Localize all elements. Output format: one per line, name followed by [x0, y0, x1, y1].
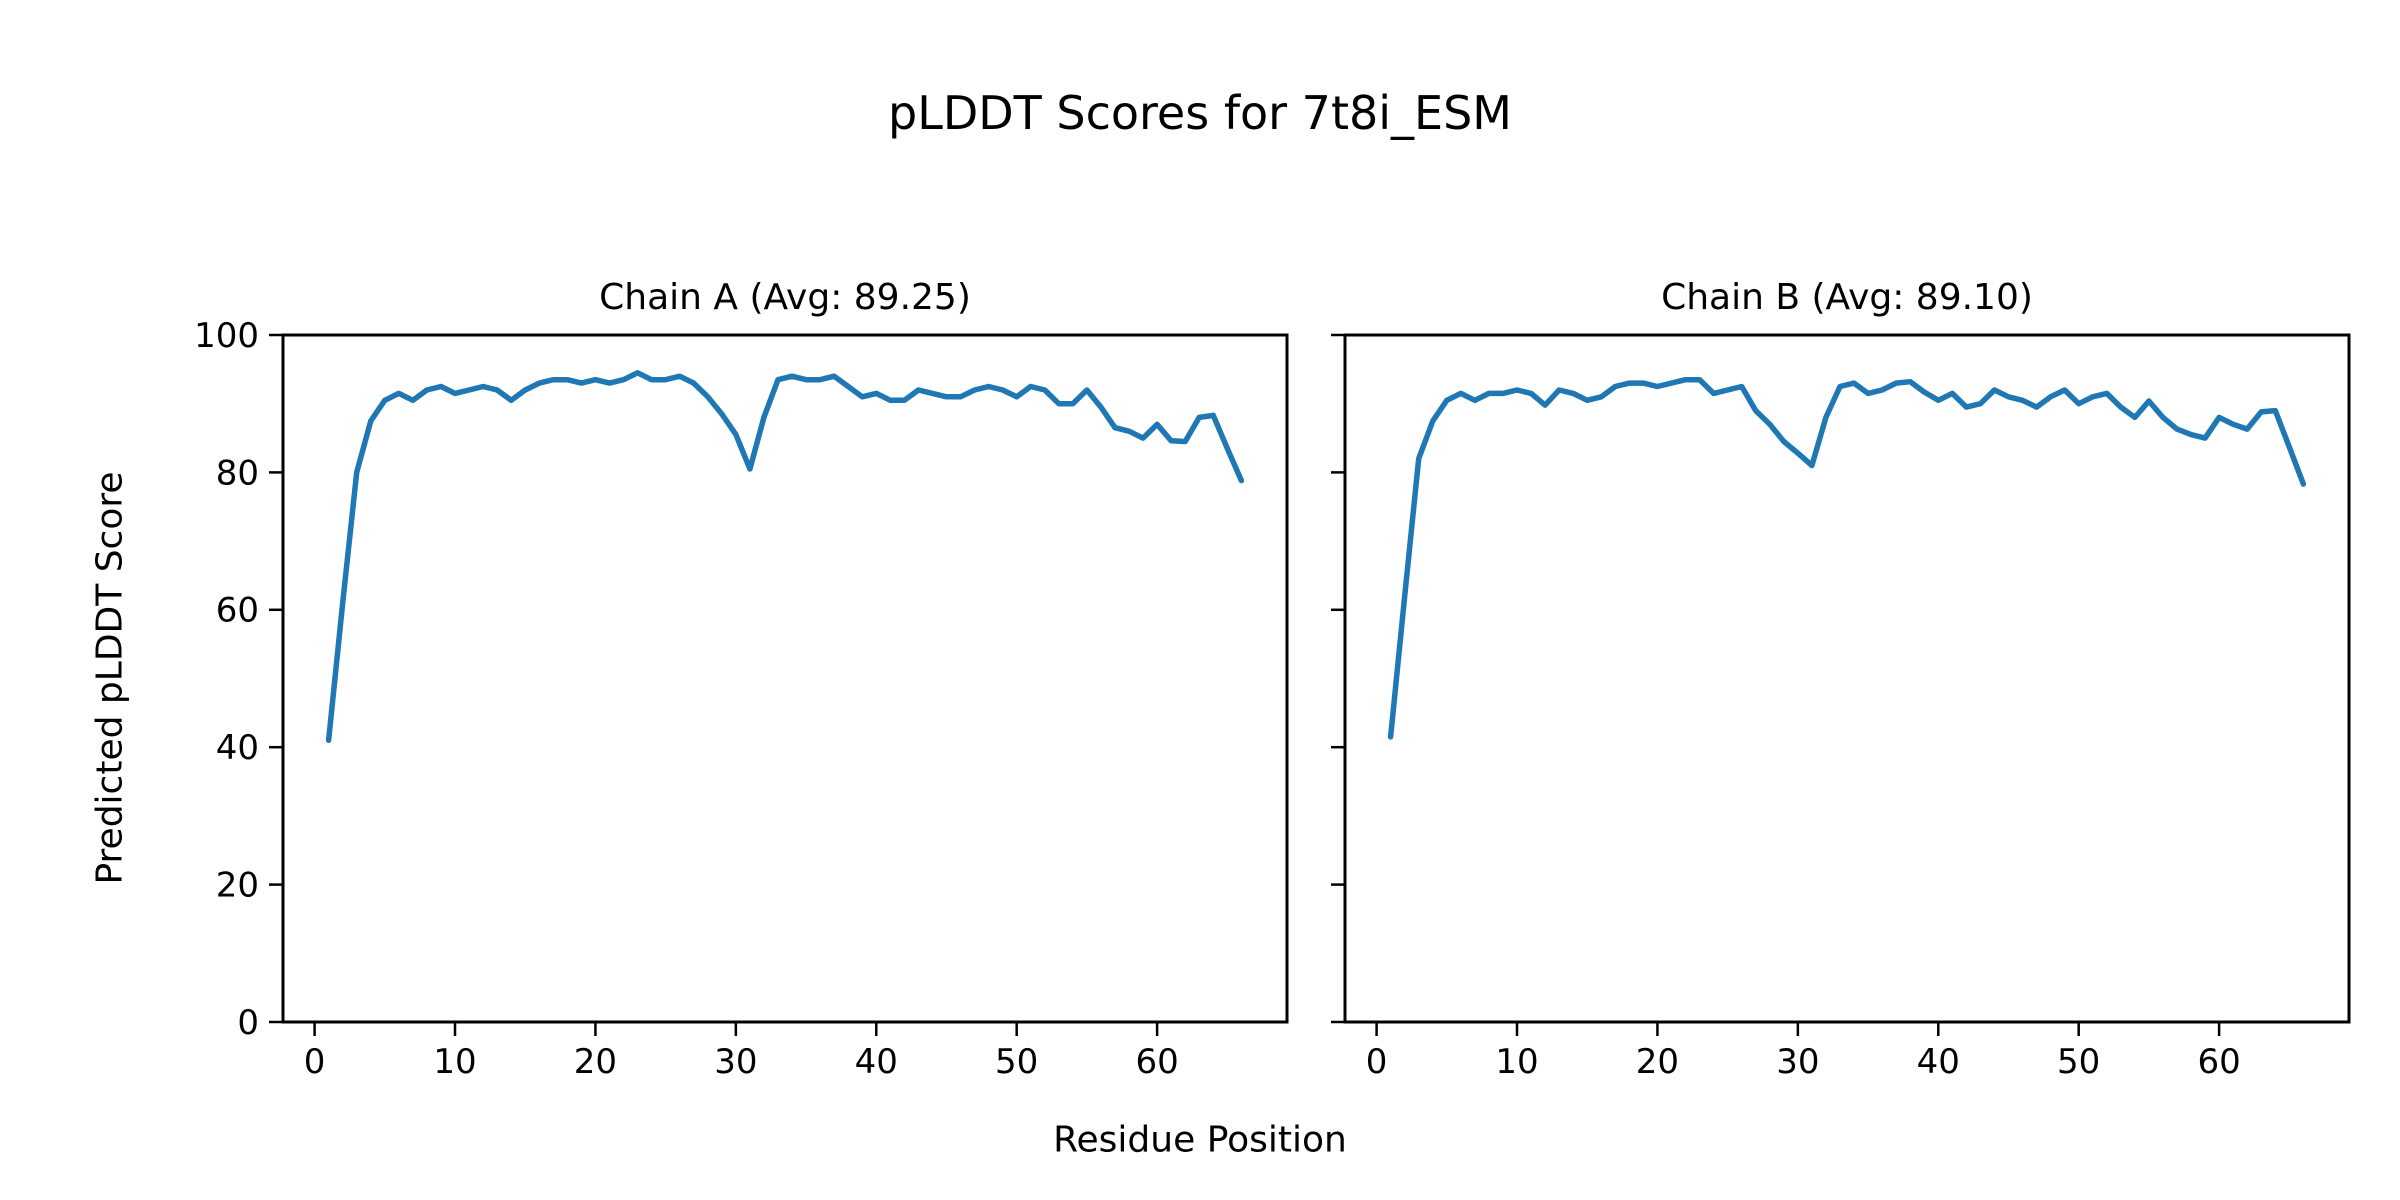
chain-b-line-chart: 0 10 20 30 40 50 60	[1331, 333, 2351, 1082]
y-axis-label: Predicted pLDDT Score	[89, 471, 131, 885]
x-tick-label: 30	[1776, 1042, 1819, 1082]
y-tick-label: 60	[216, 591, 259, 631]
plddt-line-chain-a	[325, 370, 1245, 744]
axes-spines	[1343, 333, 2351, 1024]
x-tick-label: 60	[1135, 1042, 1178, 1082]
x-tick-label: 20	[574, 1042, 617, 1082]
x-tick-label: 10	[433, 1042, 476, 1082]
x-tick-label: 40	[1917, 1042, 1960, 1082]
x-tick-label: 50	[995, 1042, 1038, 1082]
x-tick-label: 60	[2197, 1042, 2240, 1082]
y-tick-label: 80	[216, 453, 259, 493]
y-tick-label: 0	[237, 1003, 259, 1043]
figure-title: pLDDT Scores for 7t8i_ESM	[888, 86, 1512, 140]
x-tick-label: 40	[855, 1042, 898, 1082]
x-tick-label: 50	[2057, 1042, 2100, 1082]
x-tick-label: 10	[1495, 1042, 1538, 1082]
chain-a-line-chart: 0 10 20 30 40 50 60 0 20 40 60 80 100	[194, 316, 1289, 1082]
y-tick-label: 40	[216, 728, 259, 768]
x-tick-label: 0	[304, 1042, 326, 1082]
axes-spines	[281, 333, 1289, 1024]
plddt-line-chain-b	[1387, 376, 2307, 740]
x-tick-label: 30	[714, 1042, 757, 1082]
x-tick-label: 20	[1636, 1042, 1679, 1082]
y-tick-label: 100	[194, 316, 259, 356]
x-tick-label: 0	[1366, 1042, 1388, 1082]
chain-a-subplot-title: Chain A (Avg: 89.25)	[599, 277, 971, 318]
y-tick-label: 20	[216, 866, 259, 906]
chain-b-subplot-title: Chain B (Avg: 89.10)	[1661, 277, 2033, 318]
x-axis-label: Residue Position	[1053, 1119, 1347, 1161]
